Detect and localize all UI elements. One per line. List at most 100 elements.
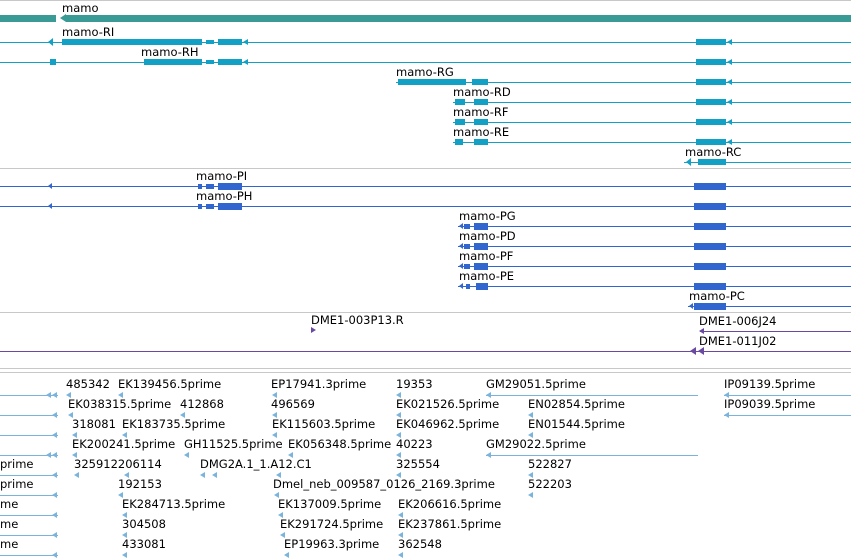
protein-exon[interactable] — [694, 243, 726, 250]
exon[interactable] — [398, 79, 466, 85]
protein-exon[interactable] — [198, 184, 202, 189]
est-label[interactable]: 192153 — [118, 477, 162, 491]
est-label[interactable]: me — [0, 517, 19, 531]
protein-exon[interactable] — [206, 184, 214, 189]
est-label[interactable]: EN02854.5prime — [528, 397, 625, 411]
protein-exon[interactable] — [464, 244, 470, 249]
protein-label[interactable]: mamo-PG — [459, 209, 516, 223]
est-label[interactable]: 522203 — [528, 477, 572, 491]
protein-exon[interactable] — [218, 203, 242, 210]
transcript-label[interactable]: mamo-RF — [453, 105, 509, 119]
est-label[interactable]: me — [0, 537, 19, 551]
est-label[interactable]: 304508 — [122, 517, 166, 531]
exon[interactable] — [144, 59, 202, 65]
protein-exon[interactable] — [466, 284, 470, 289]
clone-label[interactable]: DME1-006J24 — [699, 314, 777, 328]
est-label[interactable]: EK056348.5prime — [288, 437, 392, 451]
est-label[interactable]: me — [0, 497, 19, 511]
clone-label[interactable]: DME1-011J02 — [699, 334, 777, 348]
est-label[interactable]: 485342 — [66, 377, 110, 391]
exon[interactable] — [455, 119, 465, 125]
est-label[interactable]: 325912206114 — [74, 457, 162, 471]
est-label[interactable]: EK139456.5prime — [118, 377, 222, 391]
est-label[interactable]: EP17941.3prime — [271, 377, 367, 391]
protein-exon[interactable] — [476, 283, 488, 290]
est-label[interactable]: IP09039.5prime — [724, 397, 816, 411]
gene-feature[interactable] — [66, 15, 851, 22]
protein-exon[interactable] — [464, 224, 470, 229]
est-label[interactable]: 496569 — [271, 397, 315, 411]
est-label[interactable]: 412868 — [180, 397, 224, 411]
clone-label[interactable]: DME1-003P13.R — [311, 313, 404, 327]
protein-exon[interactable] — [694, 303, 726, 310]
exon[interactable] — [455, 99, 465, 105]
protein-label[interactable]: mamo-PC — [689, 289, 745, 303]
est-label[interactable]: 522827 — [528, 457, 572, 471]
est-label[interactable]: 433081 — [122, 537, 166, 551]
exon[interactable] — [474, 99, 488, 105]
est-label[interactable]: EK200241.5prime — [72, 437, 176, 451]
est-label[interactable]: EK284713.5prime — [122, 497, 226, 511]
est-label[interactable]: IP09139.5prime — [724, 377, 816, 391]
exon[interactable] — [218, 59, 242, 65]
transcript-label[interactable]: mamo-RC — [685, 145, 742, 159]
exon[interactable] — [472, 79, 488, 85]
protein-label[interactable]: mamo-PE — [459, 269, 515, 283]
exon[interactable] — [696, 59, 726, 65]
est-label[interactable]: 40223 — [396, 437, 433, 451]
protein-exon[interactable] — [464, 264, 470, 269]
est-label[interactable]: prime — [0, 477, 34, 491]
est-label[interactable]: 325554 — [396, 457, 440, 471]
transcript-label[interactable]: mamo-RH — [141, 45, 199, 59]
exon[interactable] — [474, 139, 488, 145]
exon[interactable] — [50, 59, 56, 65]
transcript-label[interactable]: mamo-RD — [453, 85, 511, 99]
protein-exon[interactable] — [474, 263, 488, 270]
protein-exon[interactable] — [474, 223, 488, 230]
protein-exon[interactable] — [198, 204, 202, 209]
est-label[interactable]: 318081 — [72, 417, 116, 431]
gene-label[interactable]: mamo — [62, 1, 99, 15]
gene-feature-left[interactable] — [0, 15, 56, 22]
exon[interactable] — [218, 39, 242, 45]
est-label[interactable]: EK038315.5prime — [68, 397, 172, 411]
est-label[interactable]: 19353 — [396, 377, 433, 391]
protein-label[interactable]: mamo-PI — [196, 169, 248, 183]
est-label[interactable]: EK046962.5prime — [396, 417, 500, 431]
est-label[interactable]: EK237861.5prime — [398, 517, 502, 531]
exon[interactable] — [206, 60, 214, 64]
transcript-label[interactable]: mamo-RG — [396, 65, 454, 79]
est-label[interactable]: EK021526.5prime — [396, 397, 500, 411]
est-label[interactable]: GM29022.5prime — [486, 437, 586, 451]
protein-exon[interactable] — [218, 183, 242, 190]
exon[interactable] — [696, 119, 726, 125]
protein-label[interactable]: mamo-PF — [459, 249, 514, 263]
protein-exon[interactable] — [694, 283, 726, 290]
exon[interactable] — [696, 139, 726, 145]
protein-exon[interactable] — [474, 243, 488, 250]
est-label[interactable]: EK115603.5prime — [272, 417, 376, 431]
est-label[interactable]: Dmel_neb_009587_0126_2169.3prime — [273, 477, 495, 491]
est-label[interactable]: GM29051.5prime — [486, 377, 586, 391]
exon[interactable] — [696, 39, 726, 45]
protein-label[interactable]: mamo-PH — [196, 189, 253, 203]
est-label[interactable]: EK183735.5prime — [122, 417, 226, 431]
protein-exon[interactable] — [694, 223, 726, 230]
est-label[interactable]: 362548 — [398, 537, 442, 551]
protein-exon[interactable] — [694, 203, 726, 210]
protein-exon[interactable] — [694, 263, 726, 270]
exon[interactable] — [696, 79, 726, 85]
exon[interactable] — [206, 40, 214, 44]
exon[interactable] — [455, 139, 463, 145]
est-label[interactable]: DMG2A.1_1.A12.C1 — [200, 457, 312, 471]
transcript-label[interactable]: mamo-RI — [62, 25, 115, 39]
est-label[interactable]: EP19963.3prime — [284, 537, 380, 551]
est-label[interactable]: EK291724.5prime — [280, 517, 384, 531]
est-label[interactable]: EK206616.5prime — [398, 497, 502, 511]
exon[interactable] — [698, 159, 726, 165]
est-label[interactable]: prime — [0, 457, 34, 471]
est-label[interactable]: EN01544.5prime — [528, 417, 625, 431]
est-label[interactable]: EK137009.5prime — [278, 497, 382, 511]
protein-exon[interactable] — [206, 204, 214, 209]
